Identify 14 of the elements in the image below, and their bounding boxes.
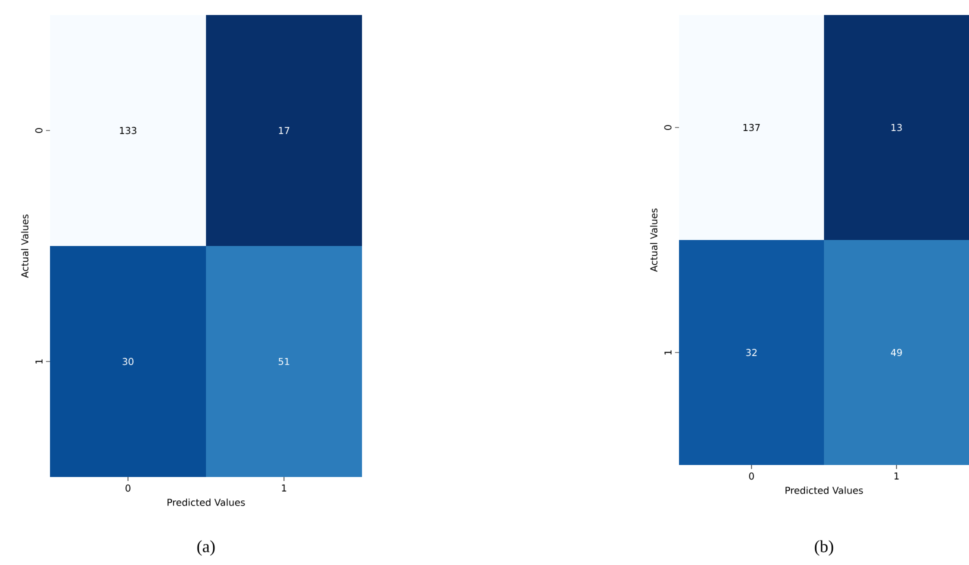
x-axis-title: Predicted Values [168, 498, 245, 506]
text: (b) [814, 540, 834, 556]
data-label: 30 [122, 358, 134, 366]
data-label: 133 [120, 126, 136, 134]
text: (a) [197, 540, 215, 556]
data-label: 17 [279, 127, 290, 134]
y-axis-title: Actual Values [650, 208, 658, 272]
x-axis-title: Predicted Values [786, 486, 863, 494]
data-label: 137 [743, 124, 760, 132]
y-axis-title: Actual Values [21, 214, 28, 278]
data-label: 51 [278, 358, 290, 366]
data-label: 49 [890, 348, 902, 356]
data-label: 32 [746, 348, 757, 356]
data-label: 13 [892, 124, 902, 132]
